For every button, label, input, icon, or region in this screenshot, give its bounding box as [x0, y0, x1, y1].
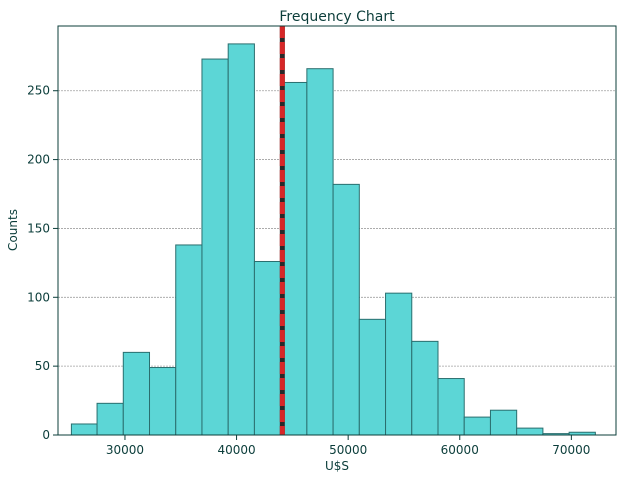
histogram-bar [463, 416, 491, 436]
histogram-bar [437, 378, 465, 436]
histogram-bar [201, 58, 229, 436]
histogram-bar [358, 318, 387, 436]
histogram-bar [411, 340, 439, 436]
histogram-bar [385, 292, 413, 436]
histogram-bar [122, 351, 151, 436]
histogram-bar [280, 81, 308, 436]
histogram-bar [306, 68, 334, 436]
histogram-bar [332, 183, 360, 436]
y-axis-ticks: 0 50 100 150 200 250 [27, 84, 58, 442]
histogram-bar [253, 260, 282, 436]
y-tick-label: 50 [35, 359, 50, 373]
x-tick-label: 30000 [106, 443, 144, 457]
x-tick-label: 60000 [441, 443, 479, 457]
y-tick-label: 250 [27, 84, 50, 98]
y-tick-label: 150 [27, 221, 50, 235]
x-axis-ticks: 30000 40000 50000 60000 70000 [106, 435, 590, 457]
x-tick-label: 70000 [552, 443, 590, 457]
plot-frame [57, 25, 617, 436]
histogram-bars [70, 43, 596, 436]
histogram-bar [70, 423, 98, 436]
y-tick-label: 0 [42, 428, 50, 442]
x-tick-label: 50000 [329, 443, 367, 457]
histogram-bar [149, 367, 177, 436]
histogram-bar [516, 427, 544, 436]
x-tick-label: 40000 [217, 443, 255, 457]
x-axis-label: U$S [325, 459, 349, 473]
histogram-bar [96, 402, 124, 436]
histogram-bar [227, 43, 255, 436]
y-axis-label: Counts [6, 209, 20, 251]
histogram-bar [489, 409, 518, 436]
y-tick-label: 200 [27, 153, 50, 167]
histogram-bar [175, 244, 203, 436]
chart-title: Frequency Chart [279, 9, 395, 25]
y-tick-label: 100 [27, 290, 50, 304]
